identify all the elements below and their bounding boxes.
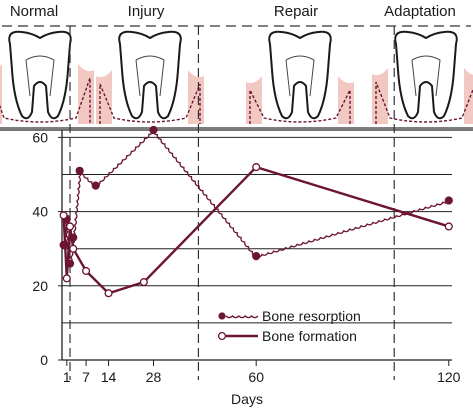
- gum-right: [464, 68, 473, 124]
- legend-marker-resorption: [218, 312, 226, 320]
- legend-line-resorption: [225, 315, 259, 319]
- tooth-adaptation-icon: [372, 30, 473, 124]
- gum-left: [96, 70, 112, 124]
- x-axis-label: Days: [231, 391, 263, 407]
- formation-point-2: [65, 222, 75, 231]
- tooth-outline: [8, 30, 72, 120]
- formation-point-7: [252, 163, 261, 172]
- bone-socket: [375, 81, 473, 124]
- resorption-point-8: [444, 196, 453, 205]
- gum-right: [338, 76, 354, 124]
- resorption-point-6: [149, 125, 158, 135]
- formation-point-5: [104, 289, 113, 298]
- x-tick-label-60: 60: [248, 369, 264, 385]
- formation-point-4: [82, 266, 91, 276]
- legend-label-resorption: Bone resorption: [262, 308, 361, 324]
- tooth-outline: [118, 30, 182, 120]
- plot-area: 0 20 40 60 1 7 14 28 60 120: [0, 26, 473, 385]
- tooth-repair-icon: [246, 30, 354, 124]
- gridlines: [0, 129, 473, 361]
- legend: Bone resorption Bone formation: [217, 308, 361, 344]
- tooth-injury-icon: [96, 30, 204, 124]
- phase-label-normal: Normal: [10, 3, 58, 20]
- tooth-normal-icon: [0, 30, 94, 124]
- resorption-point-4: [75, 166, 84, 175]
- gum-left: [246, 76, 262, 124]
- gum-left: [0, 64, 2, 124]
- tooth-pulp: [285, 55, 315, 97]
- x-tick-label-1: 1: [63, 369, 71, 385]
- x-tick-label-14: 14: [101, 369, 117, 385]
- tooth-outline: [268, 30, 332, 120]
- formation-point-8: [444, 222, 453, 231]
- phase-label-repair: Repair: [274, 3, 318, 20]
- y-tick-label-40: 40: [32, 204, 48, 220]
- x-tick-label-28: 28: [146, 369, 162, 385]
- formation-line: [62, 165, 450, 295]
- gum-right: [188, 70, 204, 124]
- tooth-pulp: [135, 55, 165, 97]
- resorption-line: [63, 129, 450, 265]
- series-bone-resorption: [59, 125, 453, 268]
- bone-socket: [249, 89, 351, 124]
- gum-left: [372, 68, 388, 124]
- formation-point-3: [69, 244, 78, 253]
- tooth-outline: [394, 30, 458, 120]
- y-tick-label-0: 0: [40, 352, 48, 368]
- formation-point-0: [59, 211, 68, 220]
- legend-marker-formation: [217, 331, 227, 341]
- formation-point-1: [62, 274, 71, 283]
- tooth-pulp: [25, 55, 55, 97]
- x-tick-label-7: 7: [82, 369, 90, 385]
- x-tick-label-120: 120: [437, 369, 461, 385]
- phase-labels: Normal Injury Repair Adaptation: [10, 3, 456, 20]
- bone-socket: [99, 83, 201, 124]
- tooth-banner: [0, 25, 473, 129]
- legend-label-formation: Bone formation: [262, 328, 357, 344]
- series-bone-formation: [59, 163, 453, 298]
- tooth-pulp: [411, 55, 441, 97]
- phase-label-injury: Injury: [128, 3, 165, 20]
- resorption-point-7: [252, 252, 261, 261]
- formation-point-6: [139, 278, 148, 287]
- gum-right: [78, 64, 94, 124]
- resorption-point-5: [91, 181, 100, 190]
- y-tick-label-20: 20: [32, 278, 48, 294]
- y-tick-label-60: 60: [32, 129, 48, 145]
- phase-label-adaptation: Adaptation: [384, 3, 456, 20]
- bone-socket: [0, 77, 91, 124]
